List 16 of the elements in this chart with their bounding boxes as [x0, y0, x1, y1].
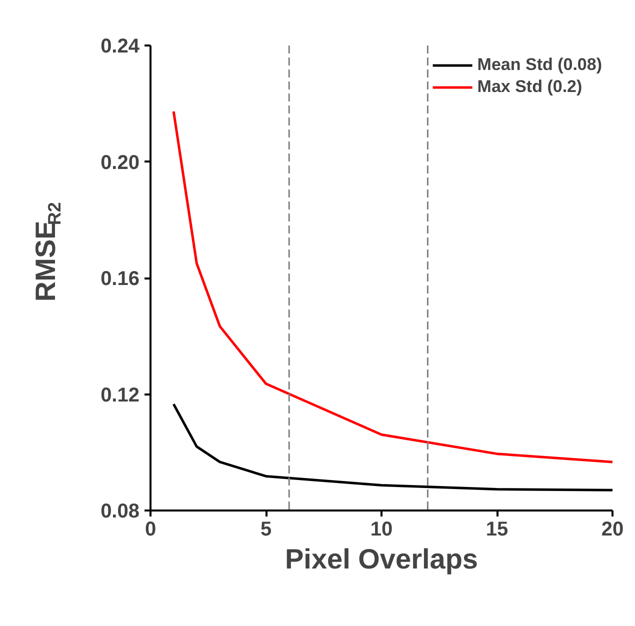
legend-label: Max Std (0.2): [477, 77, 582, 97]
x-axis-title: Pixel Overlaps: [284, 544, 478, 574]
y-tick-label: 0.16: [100, 268, 140, 290]
x-tick-label: 0: [144, 518, 156, 540]
x-tick-label: 5: [260, 518, 272, 540]
x-tick-label: 15: [486, 518, 508, 540]
legend-label: Mean Std (0.08): [477, 55, 602, 75]
y-tick-label: 0.12: [100, 384, 140, 406]
y-tick-label: 0.20: [100, 152, 140, 174]
y-axis-title: RMSER2: [30, 202, 64, 302]
x-tick-label: 10: [370, 518, 393, 540]
y-tick-label: 0.08: [100, 500, 140, 522]
y-tick-label: 0.24: [100, 36, 140, 58]
line-series: [172, 402, 612, 492]
x-tick-label: 20: [601, 518, 624, 540]
line-series: [172, 110, 612, 464]
